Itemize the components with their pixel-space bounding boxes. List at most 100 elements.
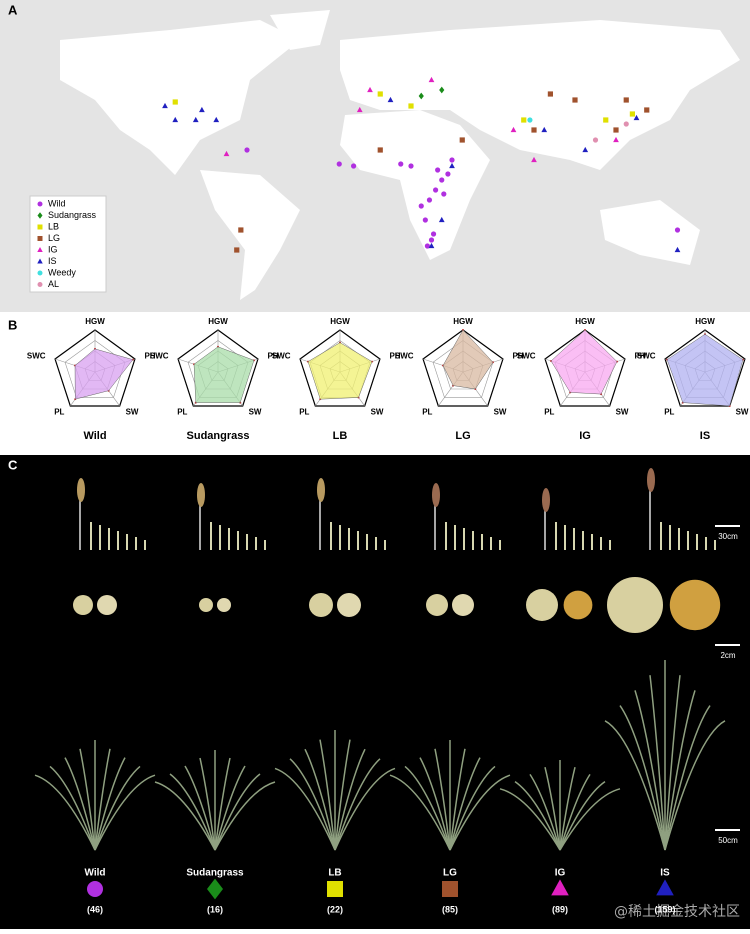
stem-segment <box>375 537 377 550</box>
marker <box>674 246 681 253</box>
legend-label: Wild <box>48 198 66 208</box>
plant-leaf <box>34 774 96 851</box>
marker <box>531 127 537 133</box>
seed-section <box>73 595 93 615</box>
plant-leaf <box>49 765 96 851</box>
marker <box>521 117 527 123</box>
seed-section <box>607 577 663 633</box>
marker <box>351 163 357 169</box>
marker <box>408 163 414 169</box>
radar-area <box>307 342 373 400</box>
radar-axis-label: SW <box>494 408 507 417</box>
stem-segment <box>669 525 671 550</box>
stem-segment <box>246 534 248 550</box>
marker <box>238 227 244 233</box>
radar-axis-label: PL <box>54 408 64 417</box>
marker <box>356 106 363 113</box>
plant-leaf <box>664 720 726 851</box>
stem-segment <box>472 531 474 550</box>
radar-ring <box>299 329 381 407</box>
marker <box>377 91 383 97</box>
seed-section <box>97 595 117 615</box>
panel-label: B <box>8 317 17 332</box>
radar-axis-label: PL <box>544 408 554 417</box>
radar-axis-label: HGW <box>453 317 473 326</box>
plant-leaf <box>664 690 696 851</box>
plant-leaf <box>169 773 216 851</box>
legend-label: IS <box>48 256 57 266</box>
plant-leaf <box>94 757 126 851</box>
plant-leaf <box>199 757 216 851</box>
plant-leaf <box>94 774 156 851</box>
plant-leaf <box>154 781 216 851</box>
plant-leaf <box>289 758 336 851</box>
legend-label: Weedy <box>48 267 76 277</box>
panel-label: A <box>8 2 18 17</box>
marker <box>430 231 437 237</box>
marker <box>459 137 465 143</box>
stem-segment <box>366 534 368 550</box>
radar-axis-label: PL <box>422 408 432 417</box>
radar-group-name: IG <box>579 430 591 442</box>
marker <box>633 114 640 121</box>
marker <box>192 116 199 123</box>
seed-section <box>563 590 593 620</box>
stem-segment <box>714 540 716 550</box>
radar-area <box>193 346 255 403</box>
seed-section <box>526 589 558 621</box>
marker <box>439 177 445 183</box>
radar-axis-label: SW <box>371 408 384 417</box>
radar-axis-label: HGW <box>695 317 715 326</box>
plant-leaf <box>334 739 351 851</box>
scale-bar-label: 50cm <box>718 836 738 845</box>
marker <box>418 203 424 209</box>
radar-axis-label: SWC <box>637 352 656 361</box>
marker <box>445 171 451 177</box>
radar-axis-label: PH <box>634 352 645 361</box>
stem-segment <box>660 522 662 550</box>
group-count: (46) <box>87 904 103 914</box>
scale-bar-label: 30cm <box>718 532 738 541</box>
stem-segment <box>481 534 483 550</box>
plant-leaf <box>559 780 606 851</box>
australia <box>600 200 700 265</box>
marker <box>572 97 578 103</box>
continents <box>60 10 740 300</box>
plant-leaf <box>529 773 561 851</box>
marker <box>613 127 619 133</box>
radar-area <box>550 329 618 395</box>
stem-segment <box>705 537 707 550</box>
group-count: (159) <box>654 904 675 914</box>
greenland <box>270 10 330 50</box>
map-legend <box>29 195 107 293</box>
radar-axis-label: SWC <box>27 352 46 361</box>
stem-segment <box>99 525 101 550</box>
marker <box>367 86 373 93</box>
stem-segment <box>210 522 212 550</box>
stem-segment <box>573 528 575 550</box>
marker <box>207 878 223 900</box>
panicle-head <box>77 478 85 502</box>
plant-leaf <box>334 758 381 851</box>
marker <box>551 879 569 896</box>
marker <box>37 224 43 230</box>
marker <box>377 147 383 153</box>
panicle-head <box>647 468 655 492</box>
watermark: @稀土掘金技术社区 <box>614 904 740 920</box>
stem-segment <box>255 537 257 550</box>
stem-segment <box>144 540 146 550</box>
radar-area <box>74 348 134 400</box>
stem-segment <box>264 540 266 550</box>
marker <box>433 187 439 193</box>
legend-label: Sudangrass <box>48 210 97 220</box>
legend-label: LG <box>48 233 60 243</box>
marker <box>87 881 103 897</box>
marker <box>623 97 629 103</box>
plant-leaf <box>214 765 246 851</box>
radar-axis-label: HGW <box>85 317 105 326</box>
plant-leaf <box>404 765 451 851</box>
stem-segment <box>463 528 465 550</box>
plant-leaf <box>304 748 336 851</box>
plant-leaf <box>184 765 216 851</box>
